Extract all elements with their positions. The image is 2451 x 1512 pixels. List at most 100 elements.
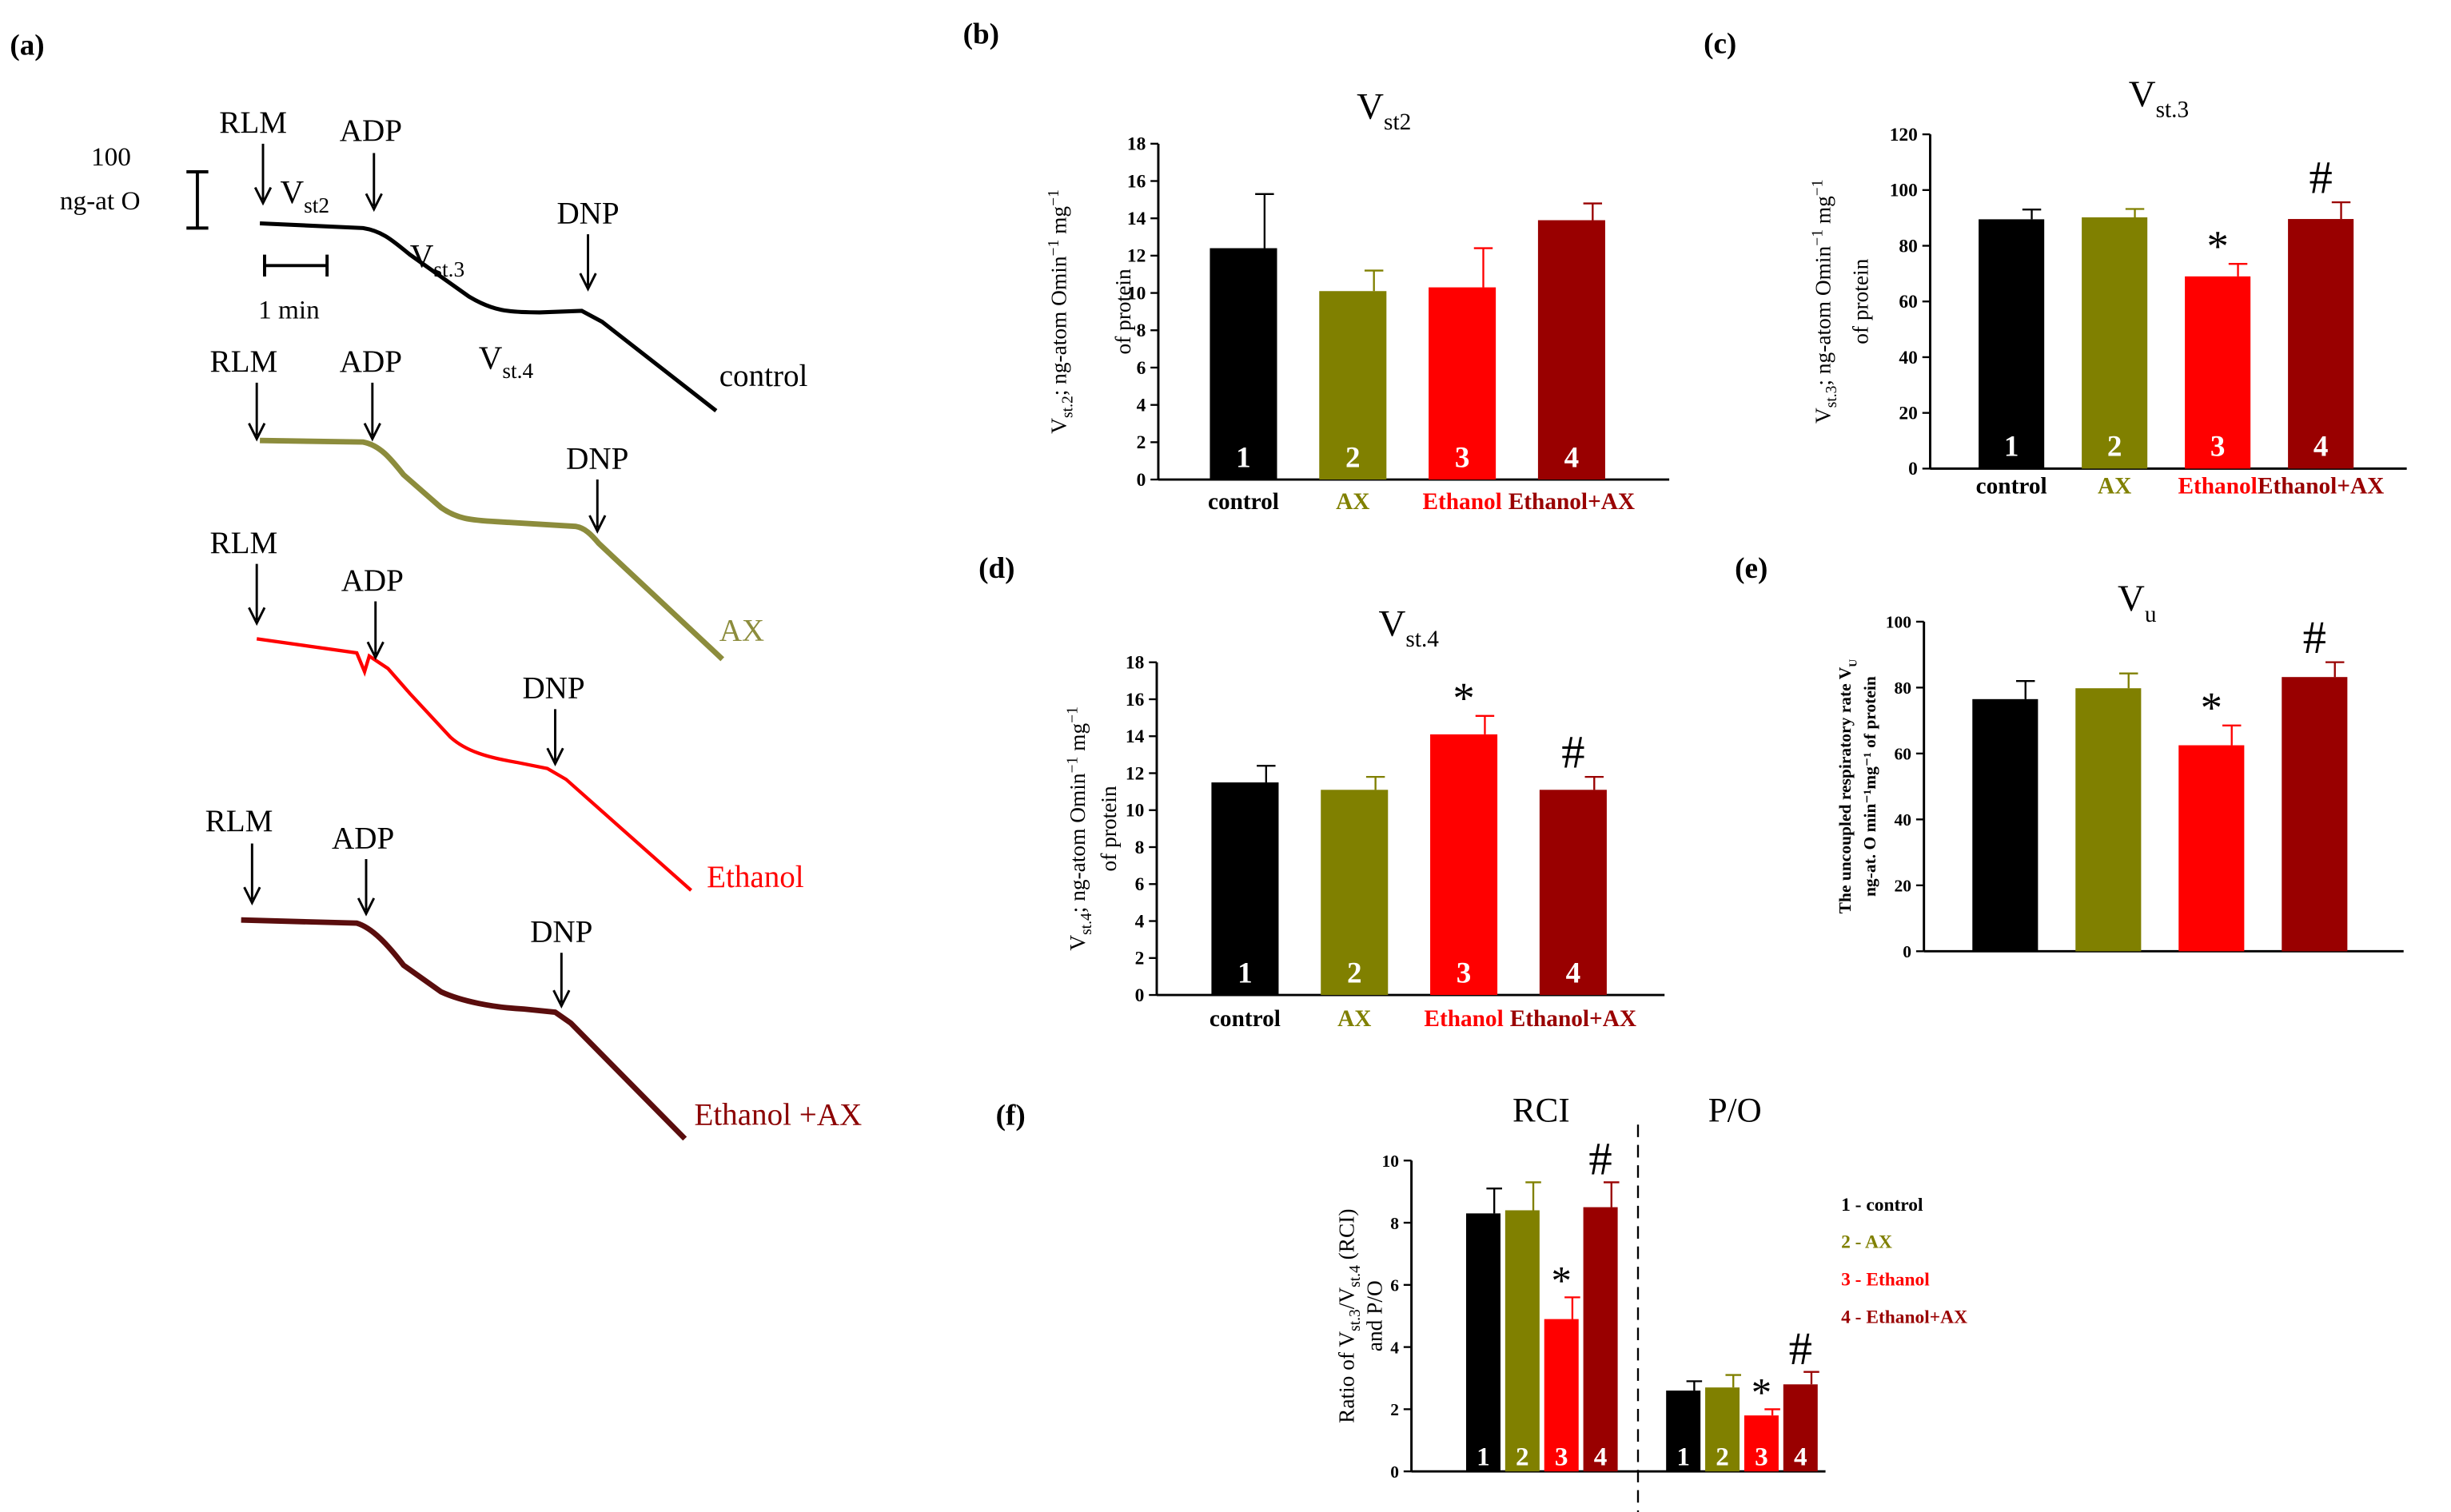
error-bar bbox=[2325, 661, 2345, 678]
arrow-down-icon bbox=[588, 479, 607, 534]
bar-number: 2 bbox=[1716, 1442, 1729, 1471]
y-axis-label: The uncoupled respiratory rate VU bbox=[1835, 659, 1859, 914]
error-bar bbox=[2331, 201, 2351, 220]
scale-y-unit: ng-at O bbox=[60, 186, 141, 216]
y-tick-label: 60 bbox=[1895, 745, 1912, 764]
state-label-vst3: Vst.3 bbox=[410, 237, 464, 281]
bar-c-3 bbox=[2185, 276, 2251, 469]
bar-number: 4 bbox=[1794, 1442, 1807, 1471]
chart-title: Vst.3 bbox=[2129, 74, 2189, 123]
bar-b-1 bbox=[1210, 248, 1277, 480]
y-axis-label-line2: and P/O bbox=[1362, 1280, 1386, 1351]
y-axis-label-line2: ng-at. O min⁻¹mg⁻¹ of protein bbox=[1860, 676, 1879, 897]
error-bar bbox=[1255, 193, 1274, 249]
bar-c-4 bbox=[2288, 219, 2354, 469]
bar-f-RCI-1 bbox=[1466, 1213, 1500, 1472]
panel-label-e: (e) bbox=[1735, 552, 1768, 585]
y-label-sup2: −1 bbox=[1064, 706, 1081, 723]
error-bar bbox=[1473, 247, 1493, 288]
y-tick-label: 16 bbox=[1126, 690, 1145, 710]
error-bar bbox=[1257, 765, 1276, 783]
chart-title-sub: st.4 bbox=[1405, 627, 1439, 652]
trace-ethanol-ax-dnp: DNP bbox=[530, 915, 592, 949]
bar-number: 3 bbox=[1455, 441, 1470, 474]
y-label-rest: ; ng-atom Omin bbox=[1047, 256, 1071, 396]
y-tick-label: 80 bbox=[1895, 678, 1912, 698]
y-axis-label: Ratio of Vst.3/Vst.4 (RCI) bbox=[1334, 1208, 1364, 1422]
y-tick-label: 10 bbox=[1381, 1152, 1399, 1171]
category-label: control bbox=[1210, 1006, 1281, 1032]
y-tick-label: 40 bbox=[1899, 348, 1917, 368]
y-label-rest2: mg bbox=[1066, 723, 1090, 757]
hash-marker: # bbox=[2303, 611, 2326, 663]
legend-item: 2 - AX bbox=[1841, 1232, 1892, 1253]
hash-marker: # bbox=[2309, 151, 2332, 203]
bar-b-3 bbox=[1429, 287, 1497, 480]
arrow-down-icon bbox=[579, 234, 597, 292]
bar-number: 2 bbox=[1347, 957, 1362, 989]
hash-marker: # bbox=[1561, 726, 1584, 778]
error-bar bbox=[1725, 1374, 1741, 1388]
y-label-sup: −1 bbox=[1046, 240, 1062, 257]
y-label-main: V bbox=[1811, 408, 1835, 424]
bar-number: 4 bbox=[2314, 431, 2329, 464]
bar-number: 3 bbox=[1755, 1442, 1768, 1471]
y-tick-label: 0 bbox=[1903, 942, 1911, 961]
bar-f-P/O-1 bbox=[1666, 1391, 1701, 1472]
legend-item: 3 - Ethanol bbox=[1841, 1270, 1930, 1291]
y-tick-label: 80 bbox=[1899, 236, 1917, 257]
category-label: Ethanol bbox=[1424, 1006, 1503, 1032]
chart-title-main: V bbox=[1357, 86, 1384, 128]
chart-title-main: V bbox=[2118, 578, 2145, 619]
trace-ethanol-ax-rlm: RLM bbox=[205, 804, 273, 838]
y-label-sub: st.3 bbox=[1347, 1309, 1364, 1331]
trace-ethanol-adp: ADP bbox=[341, 563, 404, 598]
error-bar bbox=[2125, 208, 2145, 217]
panel-a-oxygraph: 100 ng-at O 1 min RLM ADP DNP Vst2 Vst.3… bbox=[60, 105, 862, 1141]
group-title-rci: RCI bbox=[1512, 1092, 1570, 1129]
y-tick-label: 0 bbox=[1908, 459, 1918, 479]
trace-ax-adp: ADP bbox=[340, 344, 402, 379]
y-axis-label-line2: of protein bbox=[1097, 786, 1121, 871]
y-tick-label: 10 bbox=[1126, 801, 1144, 822]
arrow-down-icon bbox=[546, 709, 564, 767]
y-tick-label: 14 bbox=[1127, 209, 1146, 229]
bar-number: 1 bbox=[1676, 1442, 1690, 1471]
y-tick-label: 0 bbox=[1390, 1462, 1399, 1482]
y-label-sub: U bbox=[1847, 659, 1859, 667]
bar-f-P/O-3 bbox=[1744, 1415, 1779, 1472]
arrow-down-icon bbox=[243, 843, 261, 906]
arrow-down-icon bbox=[365, 153, 383, 213]
trace-ax-line bbox=[260, 437, 724, 662]
error-bar bbox=[1583, 202, 1603, 221]
y-tick-label: 2 bbox=[1390, 1400, 1399, 1419]
bar-d-1 bbox=[1211, 782, 1279, 996]
y-axis-label-line2: of protein bbox=[1848, 258, 1872, 344]
category-label: Ethanol bbox=[1422, 489, 1501, 515]
panel-label-b: (b) bbox=[963, 18, 999, 51]
bar-f-RCI-3 bbox=[1544, 1319, 1579, 1472]
trace-ethanol-label: Ethanol bbox=[707, 860, 804, 894]
category-label: Ethanol bbox=[2178, 474, 2257, 499]
bar-number: 4 bbox=[1594, 1442, 1608, 1471]
error-bar bbox=[1564, 1296, 1580, 1319]
category-label: Ethanol+AX bbox=[2258, 474, 2384, 499]
y-tick-label: 120 bbox=[1890, 125, 1918, 145]
chart-title: Vu bbox=[2118, 578, 2157, 627]
panel-label-d: (d) bbox=[978, 552, 1014, 585]
arrow-down-icon bbox=[248, 563, 266, 627]
y-tick-label: 4 bbox=[1137, 395, 1146, 416]
panel-label-f: (f) bbox=[996, 1099, 1026, 1132]
error-bar bbox=[1803, 1371, 1819, 1385]
chart-title-main: V bbox=[2129, 74, 2156, 115]
error-bar bbox=[1764, 1408, 1780, 1416]
bar-number: 3 bbox=[1555, 1442, 1568, 1471]
y-axis-label-line2: of protein bbox=[1111, 269, 1135, 354]
trace-control-label: control bbox=[719, 359, 808, 393]
y-axis-label: Vst.3; ng-atom Omin−1 mg−1 bbox=[1810, 179, 1841, 424]
arrow-down-icon bbox=[248, 382, 266, 442]
y-tick-label: 100 bbox=[1890, 181, 1918, 201]
